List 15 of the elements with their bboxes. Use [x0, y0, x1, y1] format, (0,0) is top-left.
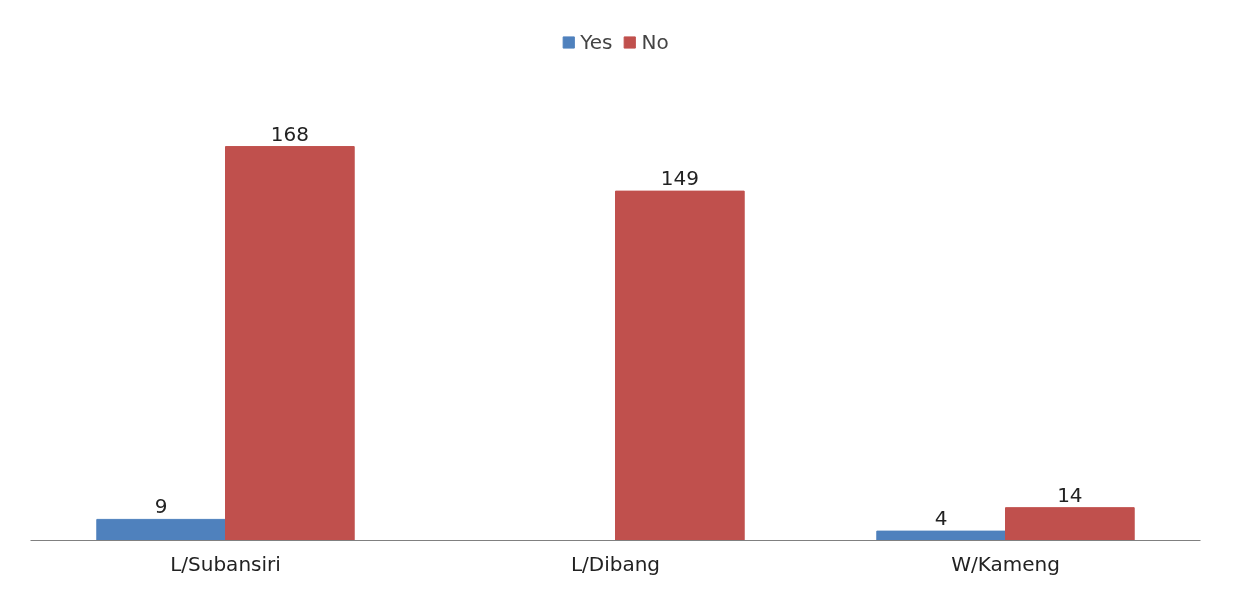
- data-label: 14: [1057, 482, 1083, 507]
- data-label: 149: [660, 166, 699, 191]
- bar: [1005, 507, 1135, 541]
- data-label: 4: [934, 506, 948, 531]
- data-label: 9: [154, 494, 168, 519]
- data-label: 168: [270, 121, 309, 146]
- legend-label: Yes: [580, 30, 613, 54]
- bar: [225, 146, 355, 541]
- bar: [96, 518, 226, 541]
- bar: [876, 530, 1006, 541]
- x-tick-label: W/Kameng: [951, 551, 1060, 576]
- legend-label: No: [641, 30, 669, 54]
- bar: [615, 190, 745, 541]
- x-tick-label: L/Dibang: [570, 551, 661, 576]
- x-tick-label: L/Subansiri: [170, 551, 281, 576]
